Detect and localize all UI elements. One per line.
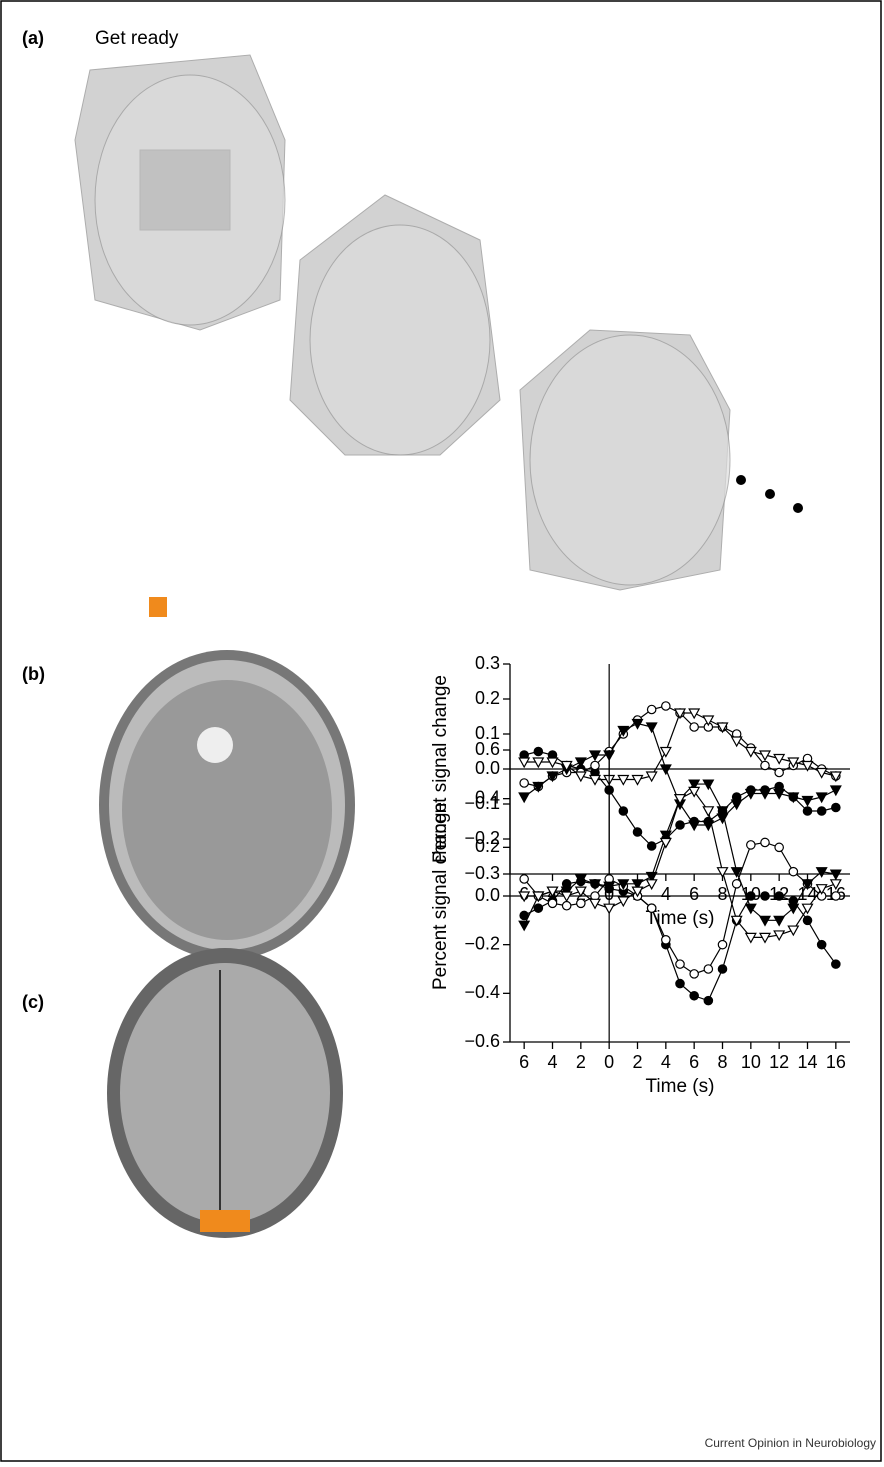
marker [761, 761, 769, 769]
marker [690, 970, 698, 978]
marker [534, 904, 542, 912]
marker [718, 940, 726, 948]
marker [803, 807, 811, 815]
marker [534, 747, 542, 755]
marker [647, 842, 655, 850]
marker [689, 787, 699, 796]
x-tick-label: 12 [769, 1052, 789, 1072]
x-axis-title: Time (s) [646, 1076, 715, 1097]
y-axis-title: Percent signal change [430, 802, 451, 990]
marker [803, 904, 813, 913]
marker [775, 843, 783, 851]
marker [520, 875, 528, 883]
page: (a) Get ready (b) (c) Current Opinion in… [0, 0, 884, 1467]
marker [775, 768, 783, 776]
marker [690, 723, 698, 731]
marker [662, 702, 670, 710]
panel-label: (b) [22, 664, 45, 684]
y-tick-label: −0.4 [464, 982, 500, 1002]
y-tick-label: 0.0 [475, 758, 500, 778]
marker [577, 899, 585, 907]
y-tick-label: 0.0 [475, 885, 500, 905]
marker [704, 965, 712, 973]
stimulus-images [75, 55, 730, 590]
brain-image [107, 948, 343, 1238]
marker [817, 807, 825, 815]
marker [647, 705, 655, 713]
marker [647, 904, 655, 912]
x-tick-label: 6 [689, 884, 699, 904]
marker [788, 926, 798, 935]
y-tick-label: −0.2 [464, 933, 500, 953]
marker [831, 786, 841, 795]
y-tick-label: 0.3 [475, 653, 500, 673]
marker [803, 916, 811, 924]
marker [775, 892, 783, 900]
marker [604, 904, 614, 913]
marker [747, 841, 755, 849]
ellipsis-dot [765, 489, 775, 499]
marker [661, 748, 671, 757]
marker [519, 921, 529, 930]
marker [676, 821, 684, 829]
y-tick-label: −0.3 [464, 863, 500, 883]
marker [520, 779, 528, 787]
x-tick-label: 2 [632, 1052, 642, 1072]
panel-label: (c) [22, 992, 44, 1012]
marker [576, 758, 586, 767]
marker [803, 797, 813, 806]
marker [676, 960, 684, 968]
ellipsis-dot [793, 503, 803, 513]
marker [704, 996, 712, 1004]
marker [718, 868, 728, 877]
marker [519, 793, 529, 802]
marker [703, 807, 713, 816]
x-tick-label: 0 [604, 1052, 614, 1072]
x-tick-label: 4 [661, 884, 671, 904]
x-tick-label: 4 [547, 1052, 557, 1072]
marker [618, 897, 628, 906]
marker [662, 936, 670, 944]
marker [619, 807, 627, 815]
marker [591, 761, 599, 769]
marker [832, 803, 840, 811]
credit: Current Opinion in Neurobiology [705, 1436, 876, 1450]
marker [761, 892, 769, 900]
marker [817, 940, 825, 948]
brain-image [99, 565, 355, 960]
x-tick-label: 6 [519, 1052, 529, 1072]
marker [676, 979, 684, 987]
marker [548, 899, 556, 907]
x-tick-label: 4 [661, 1052, 671, 1072]
x-tick-label: 14 [797, 1052, 817, 1072]
marker [832, 960, 840, 968]
marker [761, 838, 769, 846]
x-tick-label: 8 [717, 1052, 727, 1072]
figure: (a) Get ready (b) (c) Current Opinion in… [0, 0, 884, 1462]
marker [690, 992, 698, 1000]
y-tick-label: 0.2 [475, 836, 500, 856]
x-tick-label: 2 [576, 1052, 586, 1072]
x-tick-label: 16 [826, 1052, 846, 1072]
marker [718, 965, 726, 973]
marker [732, 737, 742, 746]
marker [590, 899, 600, 908]
y-tick-label: 0.2 [475, 688, 500, 708]
marker [789, 867, 797, 875]
x-tick-label: 8 [717, 884, 727, 904]
y-tick-label: 0.4 [475, 787, 500, 807]
marker [562, 902, 570, 910]
marker [832, 892, 840, 900]
x-tick-label: 10 [741, 1052, 761, 1072]
marker [647, 880, 657, 889]
ellipsis-dot [736, 475, 746, 485]
panel-label: (a) [22, 28, 44, 48]
marker [633, 828, 641, 836]
marker [647, 723, 657, 732]
y-tick-label: −0.6 [464, 1031, 500, 1051]
caption: Get ready [95, 28, 179, 49]
y-tick-label: 0.6 [475, 739, 500, 759]
marker [703, 716, 713, 725]
x-tick-label: 6 [689, 1052, 699, 1072]
